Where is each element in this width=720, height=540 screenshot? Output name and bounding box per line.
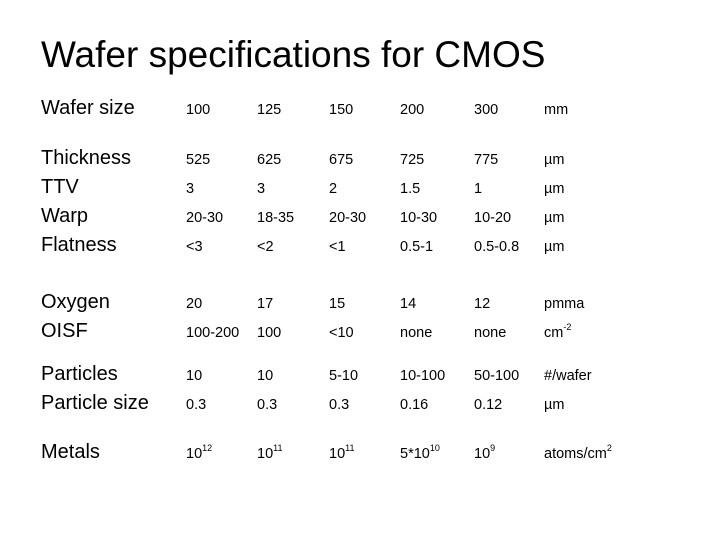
unit-cell: cm-2	[544, 322, 572, 341]
row-label: Metals	[41, 441, 100, 463]
value-cell: 50-100	[474, 368, 520, 384]
value-cell: 0.16	[400, 397, 429, 413]
value-cell: 1.5	[400, 181, 421, 197]
value-cell: 300	[474, 102, 499, 118]
value-cell: 12	[474, 296, 491, 312]
value-cell: 20-30	[329, 210, 367, 226]
value-cell: <2	[257, 239, 274, 255]
value-cell: 1011	[329, 443, 355, 462]
value-cell: 1011	[257, 443, 283, 462]
value-cell: <1	[329, 239, 346, 255]
value-cell: 10	[186, 368, 203, 384]
value-cell: 0.5-0.8	[474, 239, 520, 255]
row-label: Warp	[41, 205, 89, 227]
unit-cell: µm	[544, 397, 565, 413]
value-cell: <3	[186, 239, 203, 255]
value-cell: 18-35	[257, 210, 295, 226]
value-cell: 5-10	[329, 368, 359, 384]
value-cell: 525	[186, 152, 211, 168]
value-cell: 150	[329, 102, 354, 118]
value-cell: none	[400, 325, 433, 341]
value-cell: 20-30	[186, 210, 224, 226]
unit-cell: µm	[544, 210, 565, 226]
value-cell: 15	[329, 296, 346, 312]
value-cell: 100-200	[186, 325, 240, 341]
value-cell: 10-100	[400, 368, 446, 384]
slide-title: Wafer specifications for CMOS	[41, 34, 546, 75]
value-cell: 625	[257, 152, 282, 168]
row-label: OISF	[41, 320, 88, 342]
value-cell: 1	[474, 181, 483, 197]
value-cell: 3	[257, 181, 266, 197]
value-cell: 5*1010	[400, 443, 440, 462]
value-cell: 10-30	[400, 210, 438, 226]
value-cell: 14	[400, 296, 417, 312]
row-label: Oxygen	[41, 291, 110, 313]
unit-cell: µm	[544, 239, 565, 255]
row-label: Particles	[41, 363, 118, 385]
value-cell: 17	[257, 296, 274, 312]
row-label: Particle size	[41, 392, 149, 414]
unit-cell: µm	[544, 152, 565, 168]
value-cell: 100	[186, 102, 211, 118]
unit-cell: #/wafer	[544, 368, 592, 384]
value-cell: 0.3	[186, 397, 207, 413]
value-cell: 10	[257, 368, 274, 384]
value-cell: 0.12	[474, 397, 503, 413]
value-cell: 0.3	[329, 397, 350, 413]
row-label: Thickness	[41, 147, 132, 169]
value-cell: 100	[257, 325, 282, 341]
unit-cell: µm	[544, 181, 565, 197]
value-cell: 775	[474, 152, 499, 168]
value-cell: 1012	[186, 443, 213, 462]
row-label: TTV	[41, 176, 79, 198]
unit-cell: mm	[544, 102, 569, 118]
value-cell: 10-20	[474, 210, 512, 226]
value-cell: 109	[474, 443, 496, 462]
unit-cell: atoms/cm2	[544, 443, 612, 462]
value-cell: 675	[329, 152, 354, 168]
value-cell: <10	[329, 325, 354, 341]
value-cell: 20	[186, 296, 203, 312]
row-label: Flatness	[41, 234, 117, 256]
value-cell: 3	[186, 181, 195, 197]
value-cell: 725	[400, 152, 425, 168]
unit-cell: pmma	[544, 296, 585, 312]
value-cell: 200	[400, 102, 425, 118]
row-label: Wafer size	[41, 97, 135, 119]
value-cell: 2	[329, 181, 338, 197]
value-cell: 0.3	[257, 397, 278, 413]
value-cell: none	[474, 325, 507, 341]
value-cell: 125	[257, 102, 282, 118]
value-cell: 0.5-1	[400, 239, 434, 255]
